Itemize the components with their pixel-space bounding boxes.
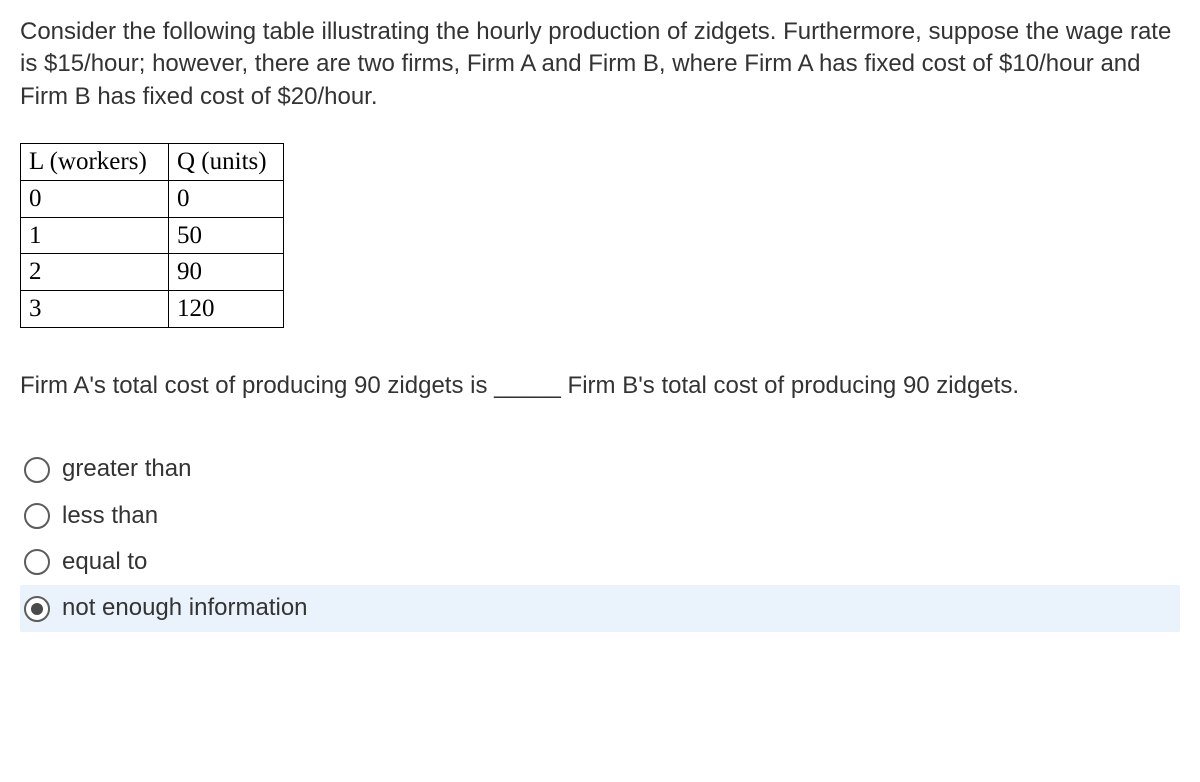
fill-blank-question: Firm A's total cost of producing 90 zidg… <box>20 370 1180 402</box>
question-after: Firm B's total cost of producing 90 zidg… <box>561 372 1019 399</box>
table-header-row: L (workers) Q (units) <box>21 144 284 181</box>
question-prompt: Consider the following table illustratin… <box>20 16 1180 113</box>
header-workers: L (workers) <box>21 144 169 181</box>
cell-l: 0 <box>21 180 169 217</box>
production-table: L (workers) Q (units) 0 0 1 50 2 90 3 12… <box>20 143 284 328</box>
cell-l: 3 <box>21 291 169 328</box>
table-row: 1 50 <box>21 217 284 254</box>
cell-q: 120 <box>169 291 284 328</box>
option-greater-than[interactable]: greater than <box>20 446 1180 492</box>
option-less-than[interactable]: less than <box>20 493 1180 539</box>
option-label: equal to <box>62 546 147 578</box>
cell-q: 0 <box>169 180 284 217</box>
answer-options: greater than less than equal to not enou… <box>20 446 1180 632</box>
radio-icon <box>24 596 50 622</box>
table-row: 3 120 <box>21 291 284 328</box>
table-row: 2 90 <box>21 254 284 291</box>
cell-q: 50 <box>169 217 284 254</box>
radio-icon <box>24 549 50 575</box>
cell-q: 90 <box>169 254 284 291</box>
radio-icon <box>24 503 50 529</box>
option-label: less than <box>62 500 158 532</box>
option-not-enough-info[interactable]: not enough information <box>20 585 1180 631</box>
header-units: Q (units) <box>169 144 284 181</box>
blank: _____ <box>494 372 561 399</box>
cell-l: 2 <box>21 254 169 291</box>
option-label: greater than <box>62 453 191 485</box>
option-equal-to[interactable]: equal to <box>20 539 1180 585</box>
radio-icon <box>24 457 50 483</box>
table-row: 0 0 <box>21 180 284 217</box>
cell-l: 1 <box>21 217 169 254</box>
option-label: not enough information <box>62 592 308 624</box>
question-before: Firm A's total cost of producing 90 zidg… <box>20 372 494 399</box>
